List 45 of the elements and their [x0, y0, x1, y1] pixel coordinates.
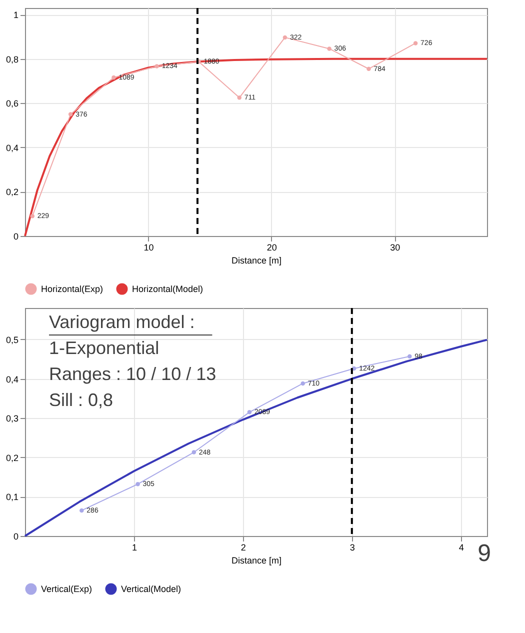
y-tick-label: 0,8: [6, 54, 18, 64]
x-tick-label: 10: [144, 242, 154, 252]
annotation: Ranges : 10 / 10 / 13: [49, 364, 216, 384]
point: [192, 450, 196, 454]
annotation: Variogram model :: [49, 312, 195, 332]
point: [136, 482, 140, 486]
y-tick-label: 0: [13, 232, 18, 242]
legend-label: Horizontal(Exp): [41, 284, 104, 294]
point: [300, 381, 305, 386]
point: [408, 354, 412, 358]
text: 9: [478, 540, 491, 567]
annotation: Sill : 0,8: [49, 390, 114, 410]
x-tick-label: 4: [458, 542, 464, 552]
annotation: 1-Exponential: [49, 338, 160, 358]
y-tick-label: 0,6: [6, 98, 18, 109]
point: [247, 410, 252, 414]
y-tick-label: 0,2: [6, 187, 18, 198]
x-tick-label: 3: [350, 542, 355, 552]
point: [68, 112, 73, 116]
x-tick-label: 20: [266, 242, 277, 252]
y-tick-label: 0,4: [6, 374, 18, 384]
y-tick-label: 0,5: [6, 334, 18, 345]
x-tick-label: 2: [240, 542, 246, 552]
x-tick-label: 30: [390, 242, 400, 252]
point: [154, 64, 159, 68]
legend-label: Vertical(Exp): [41, 584, 92, 594]
point: [237, 96, 242, 100]
x-tick-label: 1: [132, 542, 137, 552]
point: [80, 508, 84, 513]
y-tick-label: 0,1: [6, 492, 18, 502]
y-tick-label: 1: [13, 10, 18, 20]
y-tick-label: 0,2: [6, 452, 18, 463]
legend-label: Horizontal(Model): [132, 284, 204, 294]
x-axis-title: Distance [m]: [231, 556, 282, 566]
legend-label: Vertical(Model): [121, 584, 182, 594]
point: [30, 214, 35, 218]
y-tick-label: 0,4: [6, 142, 18, 153]
point: [327, 46, 332, 51]
point: [112, 75, 116, 80]
point: [366, 66, 371, 71]
y-tick-label: 0: [13, 532, 18, 542]
x-axis-title: Distance [m]: [231, 256, 282, 266]
point: [413, 41, 418, 46]
point: [282, 35, 288, 40]
y-tick-label: 0,3: [6, 414, 18, 424]
